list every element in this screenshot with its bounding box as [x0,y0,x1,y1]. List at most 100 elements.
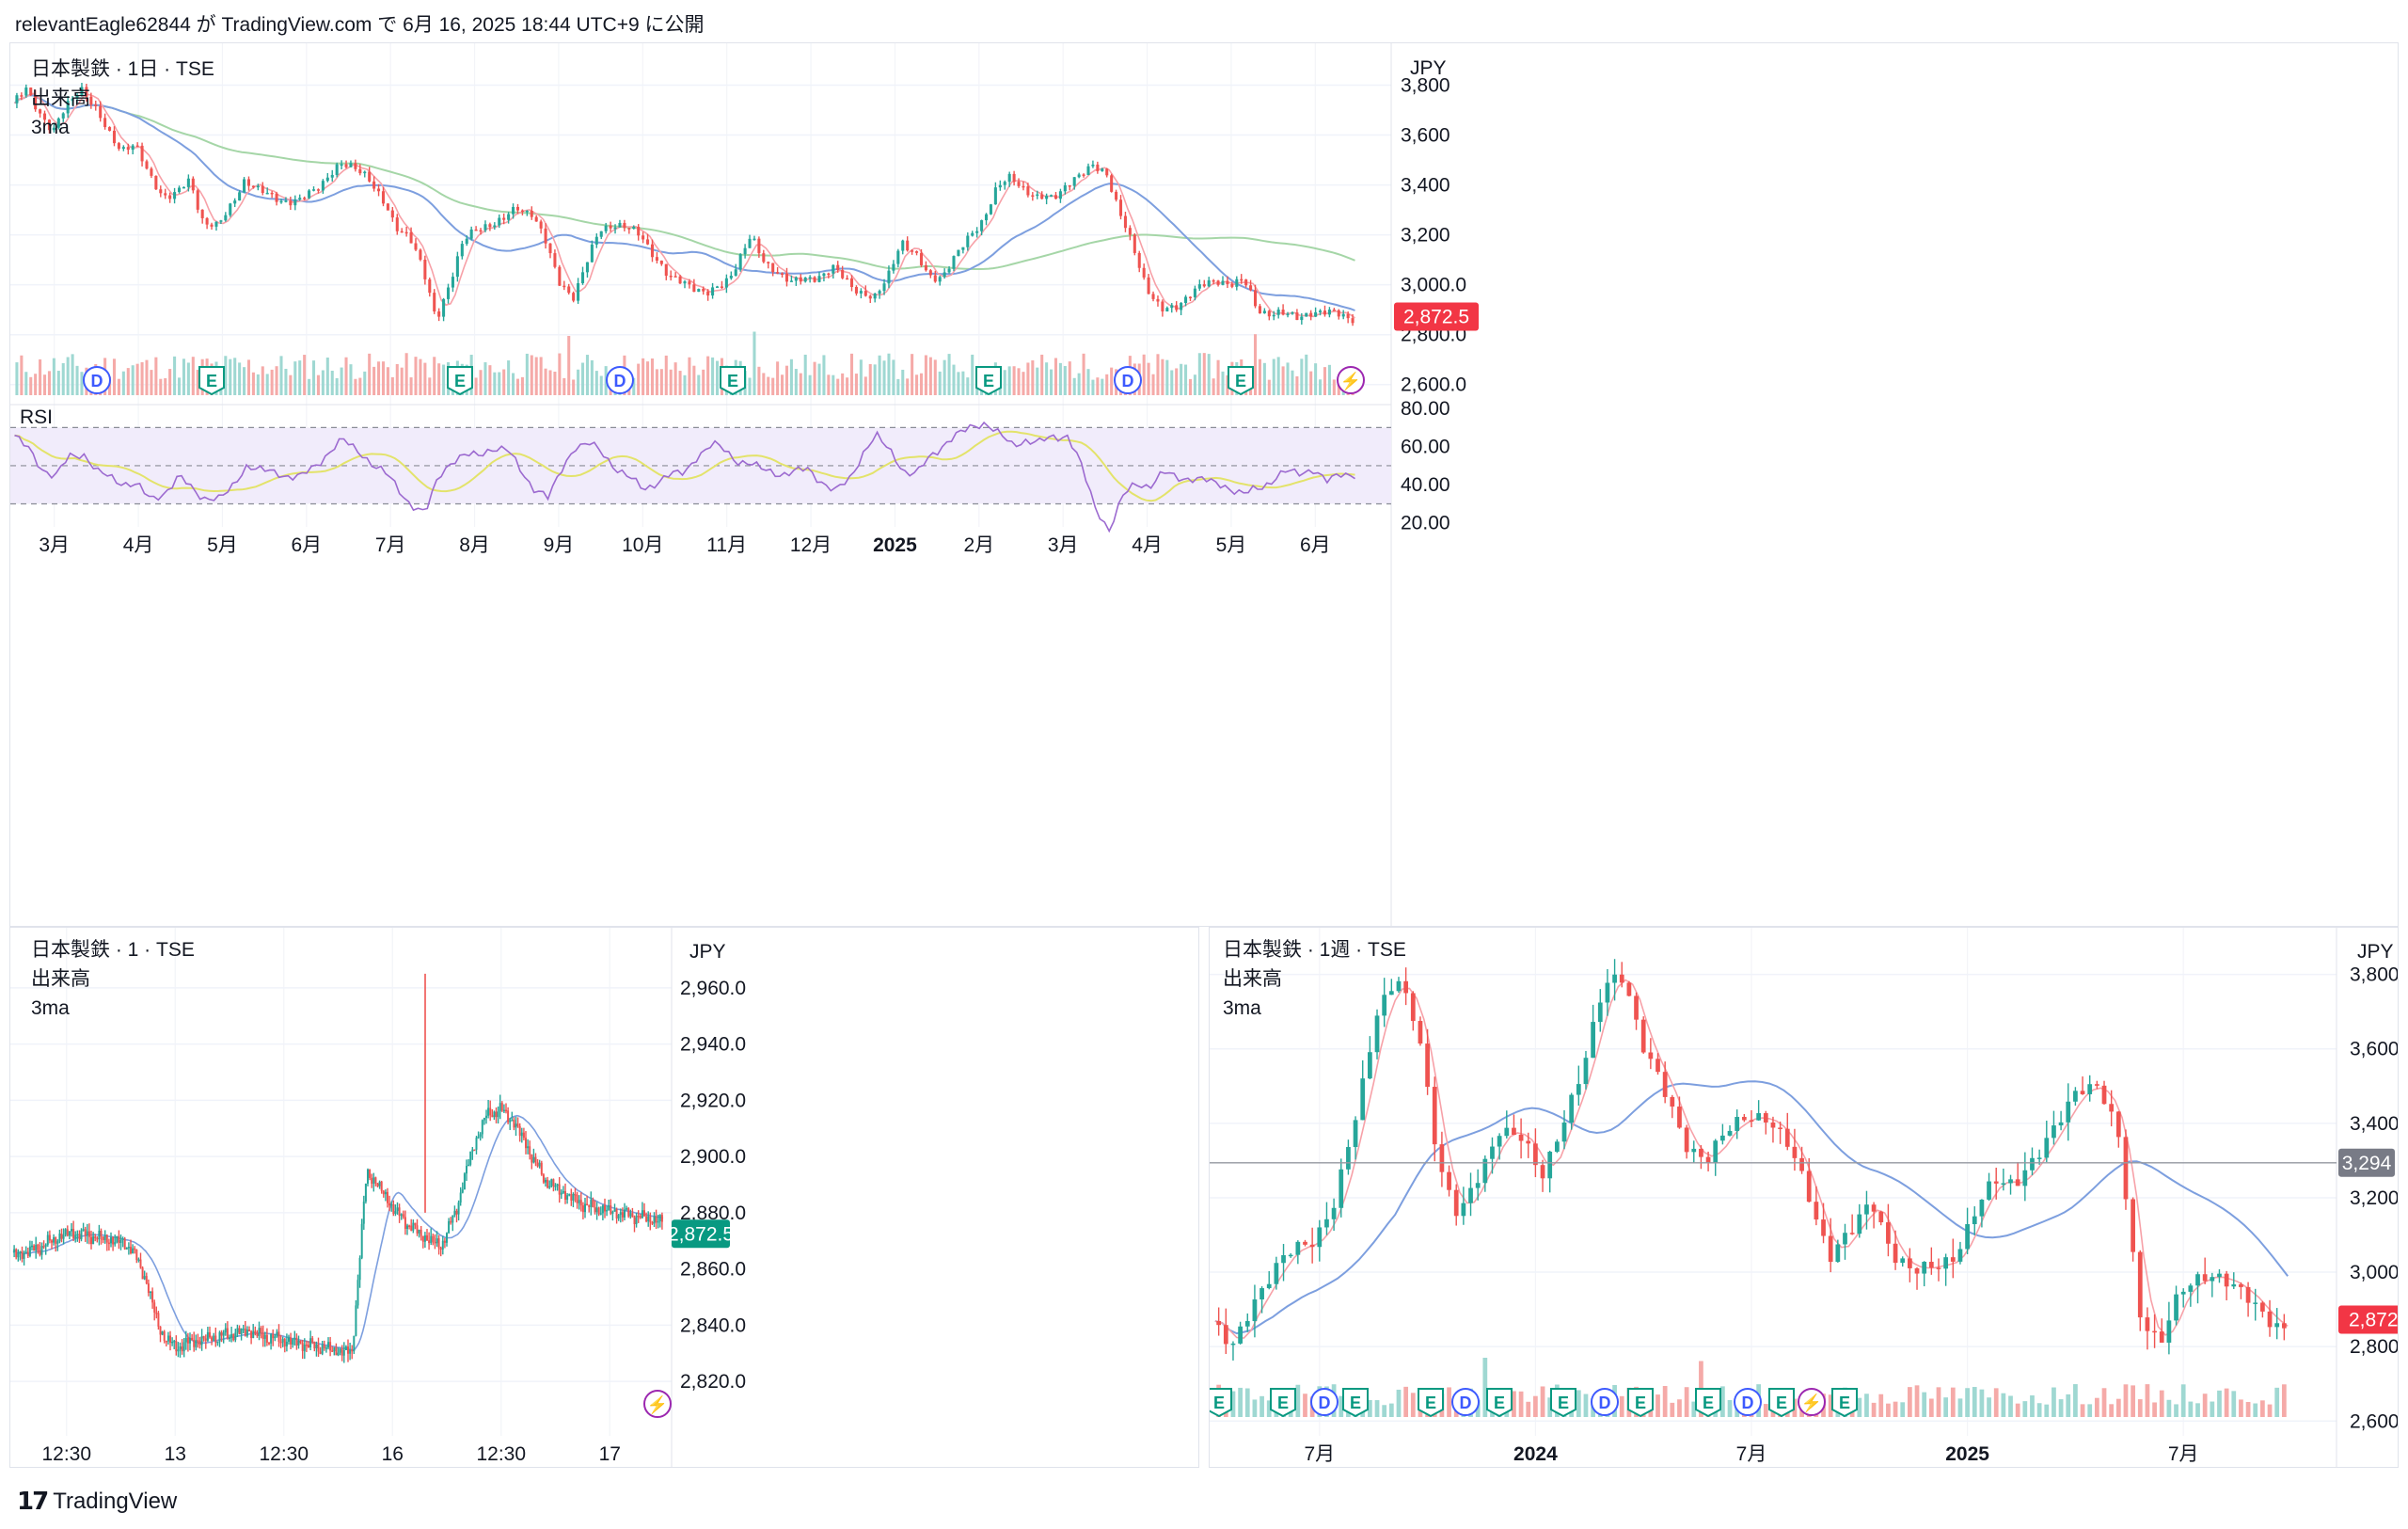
daily-candle-body [1240,279,1244,281]
weekly-candle-body [2260,1302,2265,1312]
daily-rsi-line [14,421,1355,534]
daily-symbol-title[interactable]: 日本製鉄 · 1日 · TSE [31,58,214,80]
daily-chart-svg[interactable]: 3月 4月 5月 6月 7月 8月 9月 10月 11月 12月 2025 2月 3月 4月 5月 6月 3,8… [10,43,2398,926]
intraday-candle-body [617,1215,620,1218]
intraday-candle-body [532,1156,535,1163]
daily-candle-body [599,231,603,237]
daily-volume-bar [1101,378,1104,395]
weekly-volume-bar [2052,1387,2056,1417]
intraday-candle-body [191,1337,194,1341]
weekly-volume-bar [2022,1401,2028,1417]
intraday-volume-label[interactable]: 出来高 [31,968,90,990]
weekly-volume-label[interactable]: 出来高 [1223,968,1282,990]
intraday-chart-svg[interactable]: 12:30 13 12:30 16 12:30 17 2,960.0 2,940.0 2,920… [10,928,1198,1467]
daily-volume-bar [1175,368,1179,395]
daily-volume-bar [311,360,316,395]
daily-volume-bar [493,372,497,395]
daily-event-badge-letter: D [1122,372,1134,390]
daily-volume-label[interactable]: 出来高 [31,88,90,109]
tradingview-footer[interactable]: 𝟭𝟳 TradingView [17,1487,177,1516]
daily-volume-bar [558,353,562,395]
daily-candle-body [112,130,117,144]
daily-volume-bar [943,359,946,395]
intraday-candle-body [558,1184,561,1195]
daily-volume-bar [1072,377,1076,395]
daily-volume-bar [868,363,872,395]
weekly-ma-label[interactable]: 3ma [1223,997,1261,1019]
intraday-candle-body [604,1205,606,1212]
daily-volume-bar [1286,362,1290,395]
daily-candle-body [1101,168,1104,171]
daily-candle-body [121,147,125,150]
weekly-candle-body [1908,1258,1912,1268]
weekly-candle-body [1778,1127,1782,1129]
weekly-x-tick-label: 7月 [2168,1443,2199,1465]
weekly-volume-bar [1893,1401,1898,1417]
intraday-candle-body [581,1205,584,1213]
intraday-symbol-title[interactable]: 日本製鉄 · 1 · TSE [31,939,195,961]
intraday-candle-body [416,1225,419,1234]
daily-volume-bar [39,358,42,395]
daily-chart-pane[interactable]: 日本製鉄 · 1日 · TSE 出来高 3ma 3月 4月 5月 6月 7月 8月 9月 10… [9,42,2399,927]
daily-candle-body [1007,173,1011,183]
intraday-candle-body [268,1342,270,1345]
weekly-candle-body [1713,1140,1719,1163]
daily-volume-bar [664,355,668,395]
daily-volume-bar [488,365,492,395]
intraday-candle-body [637,1216,640,1218]
daily-candle-body [650,244,655,258]
weekly-candle-body [1914,1267,1920,1274]
daily-volume-bar [154,357,158,395]
daily-candle-body [246,179,251,186]
daily-candle-body [752,238,756,241]
intraday-candle-body [351,1349,354,1352]
intraday-candle-body [443,1240,446,1243]
daily-candle-body [261,185,264,194]
daily-volume-bar [752,331,756,395]
weekly-event-badge [1486,1388,1513,1418]
weekly-symbol-title[interactable]: 日本製鉄 · 1週 · TSE [1223,939,1406,961]
daily-candle-body [697,289,701,293]
intraday-candle-body [254,1330,257,1333]
daily-ma-label[interactable]: 3ma [31,117,70,138]
weekly-chart-svg[interactable]: 7月 2024 7月 2025 7月 3,800 3,600 3,400 3,200 3,000.… [1210,928,2398,1467]
daily-candle-body [683,281,687,284]
weekly-volume-bar [1922,1392,1927,1417]
intraday-candle-body [574,1193,577,1196]
intraday-ma-label[interactable]: 3ma [31,997,70,1019]
weekly-candle-body [1922,1262,1927,1274]
intraday-candle-body [412,1222,415,1231]
daily-candle-body [414,243,418,250]
weekly-chart-pane[interactable]: 日本製鉄 · 1週 · TSE 出来高 3ma 7月 2024 7月 2025 7月 3,… [1209,927,2399,1468]
daily-candle-body [451,277,454,288]
daily-volume-bar [1156,354,1160,395]
daily-x-tick-label: 6月 [1300,534,1331,556]
daily-volume-bar [520,376,524,395]
daily-candle-body [688,281,691,285]
daily-candle-body [52,127,55,131]
intraday-candle-body [586,1203,589,1206]
daily-candle-body [827,273,831,276]
daily-volume-bar [1193,374,1196,395]
intraday-candle-body [232,1333,235,1341]
daily-price-tick-label: 3,000.0 [1401,275,1466,296]
daily-candle-body [29,88,33,96]
weekly-candle-body [1259,1288,1264,1300]
daily-volume-bar [308,378,311,395]
daily-candle-body [659,260,663,264]
intraday-candle-body [360,1223,363,1258]
weekly-candle-body [1656,1059,1660,1073]
intraday-candle-body [202,1336,205,1339]
intraday-candle-body [627,1208,630,1217]
intraday-candle-body [153,1302,156,1313]
weekly-candle-body [1554,1141,1560,1153]
intraday-candle-body [515,1123,517,1128]
daily-candle-body [784,273,789,282]
daily-candle-body [1253,290,1258,307]
daily-candle-body [1272,314,1275,317]
intraday-chart-pane[interactable]: 日本製鉄 · 1 · TSE 出来高 3ma 12:30 13 12:30 16 12:… [9,927,1199,1468]
weekly-volume-bar [1619,1395,1624,1417]
intraday-candle-body [44,1244,47,1247]
daily-volume-bar [229,358,232,395]
daily-volume-bar [52,358,55,395]
